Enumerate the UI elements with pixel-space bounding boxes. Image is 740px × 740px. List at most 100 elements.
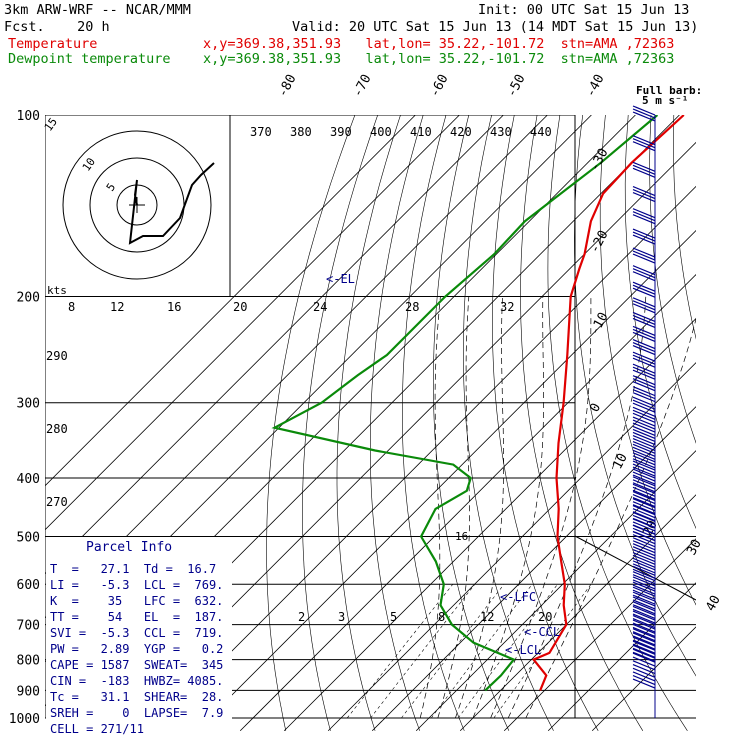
theta-label: 390: [330, 125, 352, 139]
parcel-line: CELL = 271/11: [50, 722, 144, 736]
wind-barb: [632, 208, 656, 219]
parcel-line: TT = 54 EL = 187.: [50, 610, 224, 624]
wind-barb: [632, 605, 656, 617]
pressure-tick-label: 1000: [9, 712, 40, 727]
wind-barb: [632, 167, 656, 178]
wind-barb: [632, 486, 656, 497]
wind-barb: [632, 608, 656, 620]
theta-label: 380: [290, 125, 312, 139]
wind-barb: [632, 339, 656, 350]
hodograph-kts-label: kts: [47, 284, 67, 297]
dry-adiabat: [547, 115, 688, 731]
isotherm-line: [195, 229, 696, 732]
parcel-line: T = 27.1 Td = 16.7: [50, 562, 217, 576]
wind-barb: [632, 164, 656, 175]
theta-label: 420: [450, 125, 472, 139]
wind-barb: [632, 317, 656, 329]
wind-barb: [632, 438, 656, 449]
mixing-ratio-label: 12: [110, 300, 124, 314]
wind-barb: [632, 664, 656, 675]
wind-barb: [632, 331, 656, 342]
wind-barb: [632, 678, 656, 689]
wind-barb: [632, 537, 656, 548]
wetbulb-label: 16: [455, 530, 468, 543]
wind-barb: [632, 416, 656, 427]
isotherm-line: [45, 115, 504, 575]
wind-barb: [632, 546, 656, 557]
wind-barb: [632, 311, 656, 323]
wind-barb: [632, 474, 656, 485]
moist-adiabat: [472, 296, 544, 719]
barb-legend-units: 5 m s⁻¹: [642, 94, 688, 107]
wind-barb: [632, 422, 656, 433]
mixing-ratio-line: [346, 584, 454, 719]
wind-barb: [632, 589, 656, 600]
wind-barb: [632, 514, 656, 525]
wind-barb: [632, 428, 656, 440]
isotherm-line: [45, 115, 460, 531]
wind-barb: [632, 419, 656, 430]
wind-barb: [632, 586, 656, 597]
theta-lower-label: 270: [46, 495, 68, 509]
wind-barb: [632, 599, 656, 610]
wind-barb: [632, 644, 656, 655]
wind-barb: [632, 479, 656, 490]
pressure-tick-label: 400: [17, 472, 40, 487]
lcl-marker: <-LCL: [505, 643, 541, 657]
wind-barb: [632, 508, 656, 519]
isotherm-line: [459, 494, 696, 732]
dewpoint-legend-label: Dewpoint temperature: [8, 51, 171, 67]
pressure-tick-label: 300: [17, 397, 40, 412]
isotherm-line: [591, 626, 696, 732]
isotherm-line: [503, 538, 696, 732]
wind-barb: [632, 111, 656, 122]
isotherm-line: [283, 318, 696, 732]
wind-barb: [632, 623, 656, 634]
wind-barb: [632, 640, 656, 651]
pressure-tick-label: 700: [17, 619, 40, 634]
wind-barb: [632, 552, 656, 563]
wind-barb: [632, 501, 656, 512]
dry-adiabat: [719, 115, 740, 731]
dry-adiabat: [492, 115, 599, 731]
wind-barb: [632, 449, 656, 460]
wind-barb: [632, 613, 656, 624]
wind-barb: [632, 511, 656, 522]
wind-barb: [632, 161, 656, 172]
wind-barb: [632, 406, 656, 417]
wind-barb: [632, 584, 656, 595]
pressure-tick-label: 500: [17, 530, 40, 545]
wind-barb: [632, 574, 656, 585]
wind-barb: [632, 441, 656, 452]
wind-barb: [632, 568, 656, 579]
wind-barb: [632, 671, 656, 682]
isotherm-label: -70: [350, 72, 374, 100]
moist-adiabat: [490, 296, 592, 719]
mixing-ratio-label: 20: [233, 300, 247, 314]
wind-barb: [632, 527, 656, 538]
wind-barb: [632, 105, 656, 116]
wind-barb: [632, 287, 656, 298]
wind-barb: [632, 399, 656, 410]
temperature-legend-label: Temperature: [8, 36, 98, 52]
wind-barb: [632, 565, 656, 576]
wind-barb: [632, 345, 656, 356]
theta-label: 410: [410, 125, 432, 139]
wind-barb: [632, 651, 656, 662]
wind-barb: [632, 431, 656, 443]
wind-barb: [632, 188, 656, 200]
isotherm-label: -30: [587, 146, 611, 174]
parcel-line: CIN = -183 HWBZ= 4085.: [50, 674, 224, 688]
dry-adiabat: [433, 115, 510, 731]
wind-barb: [632, 396, 656, 407]
wind-barb: [632, 619, 656, 630]
parcel-info-title: Parcel Info: [86, 540, 173, 555]
mixing-ratio-lower-label: 5: [390, 610, 397, 624]
moist-adiabat: [419, 296, 441, 719]
wind-barb: [632, 402, 656, 413]
wind-barb: [632, 108, 656, 119]
hodograph-ring-label: 10: [80, 155, 98, 173]
wind-barb: [632, 378, 656, 389]
mixing-ratio-lower-label: 8: [438, 610, 445, 624]
